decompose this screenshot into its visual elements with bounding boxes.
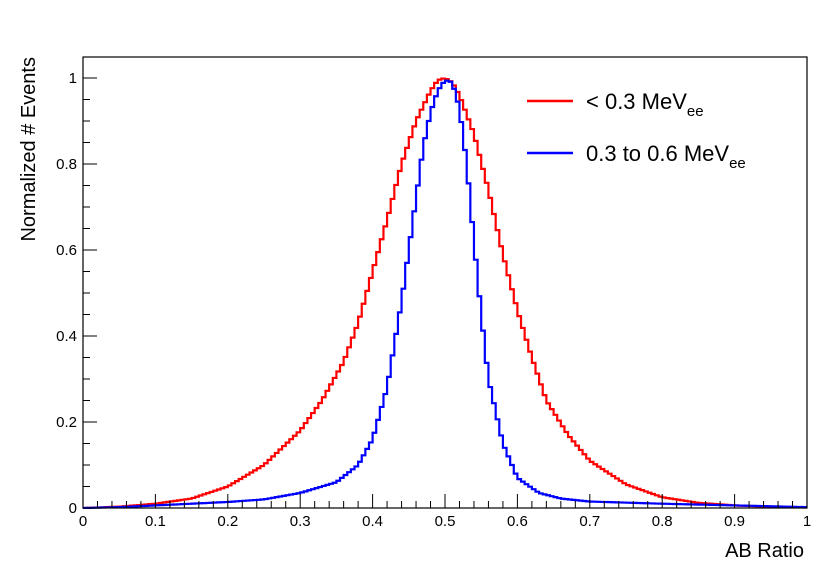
legend-label-subscript: ee bbox=[729, 155, 746, 172]
y-tick-labels: 0 0.2 0.4 0.6 0.8 1 bbox=[56, 70, 77, 517]
series-line-1 bbox=[83, 77, 807, 510]
y-axis-title: Normalized # Events bbox=[18, 57, 40, 242]
x-tick-labels: 0 0.1 0.2 0.3 0.4 0.5 0.6 0.7 0.8 0.9 1 bbox=[79, 513, 811, 530]
y-tick-label: 0.4 bbox=[56, 328, 77, 345]
x-tick-label: 0 bbox=[79, 513, 87, 530]
y-tick-label: 0.6 bbox=[56, 242, 77, 259]
x-tick-label: 0.5 bbox=[435, 513, 456, 530]
y-tick-label: 1 bbox=[69, 70, 77, 87]
y-tick-label: 0.8 bbox=[56, 156, 77, 173]
x-tick-label: 0.6 bbox=[507, 513, 528, 530]
x-tick-label: 0.1 bbox=[145, 513, 166, 530]
x-tick-label: 0.7 bbox=[579, 513, 600, 530]
legend-label-2: 0.3 to 0.6 MeVee bbox=[586, 141, 746, 172]
x-tick-label: 0.2 bbox=[217, 513, 238, 530]
legend-label-main: 0.3 to 0.6 MeV bbox=[586, 141, 729, 166]
legend-label-main: < 0.3 MeV bbox=[586, 89, 687, 114]
x-tick-label: 0.4 bbox=[362, 513, 383, 530]
x-ticks bbox=[82, 494, 808, 508]
series-layer bbox=[83, 77, 807, 510]
legend-label-subscript: ee bbox=[687, 103, 704, 120]
y-tick-label: 0 bbox=[69, 500, 77, 517]
y-ticks bbox=[83, 77, 97, 509]
series-line-2 bbox=[83, 79, 807, 510]
x-tick-label: 0.8 bbox=[652, 513, 673, 530]
x-axis-title: AB Ratio bbox=[725, 540, 804, 562]
x-tick-label: 0.9 bbox=[724, 513, 745, 530]
x-tick-label: 0.3 bbox=[290, 513, 311, 530]
x-tick-label: 1 bbox=[803, 513, 811, 530]
legend-label-1: < 0.3 MeVee bbox=[586, 89, 704, 120]
y-tick-label: 0.2 bbox=[56, 414, 77, 431]
